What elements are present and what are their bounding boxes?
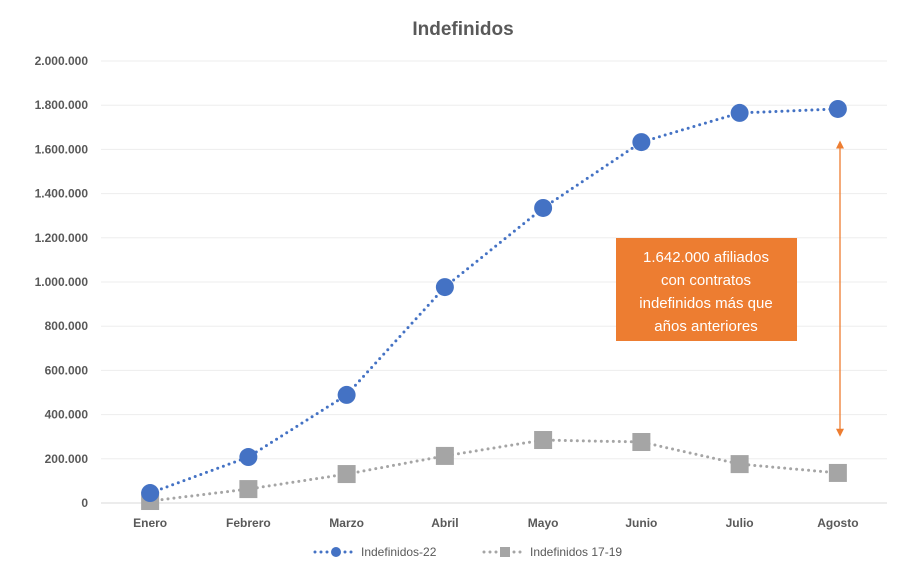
data-point: [435, 278, 454, 297]
y-tick-label: 2.000.000: [35, 54, 89, 68]
series-line-1: [148, 438, 840, 503]
series-line-0: [148, 107, 840, 495]
y-tick-label: 400.000: [45, 408, 89, 422]
data-point: [239, 480, 258, 499]
data-point: [730, 455, 749, 474]
legend-label: Indefinidos-22: [361, 545, 437, 559]
y-tick-label: 1.200.000: [35, 231, 89, 245]
y-tick-label: 1.600.000: [35, 142, 89, 156]
y-tick-label: 600.000: [45, 363, 89, 377]
y-tick-label: 0: [81, 496, 88, 510]
annotation-box: [616, 238, 797, 341]
x-tick-label: Julio: [726, 516, 754, 530]
x-tick-label: Mayo: [528, 516, 559, 530]
gridlines: [101, 60, 887, 504]
annotation-text: años anteriores: [654, 318, 757, 335]
series-group: [141, 99, 847, 511]
x-tick-label: Junio: [625, 516, 657, 530]
legend-marker: [500, 547, 510, 557]
annotation-text: indefinidos más que: [639, 295, 772, 312]
data-point: [828, 463, 847, 482]
chart-title: Indefinidos: [412, 19, 513, 40]
x-tick-label: Agosto: [817, 516, 858, 530]
data-point: [534, 198, 553, 217]
y-tick-label: 1.800.000: [35, 98, 89, 112]
data-point: [828, 99, 847, 118]
x-tick-label: Febrero: [226, 516, 271, 530]
x-axis: Enero Febrero Marzo Abril Mayo Junio Julio Agos…: [133, 516, 858, 530]
y-tick-label: 200.000: [45, 452, 89, 466]
legend-label: Indefinidos 17-19: [530, 545, 622, 559]
x-tick-label: Enero: [133, 516, 167, 530]
data-point: [337, 385, 356, 404]
annotation: 1.642.000 afiliados con contratos indefini…: [616, 140, 844, 437]
arrow-head-up-icon: [836, 140, 844, 149]
legend: Indefinidos-22 Indefinidos 17-19: [313, 545, 622, 559]
data-point: [534, 431, 553, 450]
annotation-text: 1.642.000 afiliados: [643, 249, 769, 266]
data-point: [632, 433, 651, 452]
x-tick-label: Abril: [431, 516, 458, 530]
y-tick-label: 800.000: [45, 319, 89, 333]
data-point: [435, 446, 454, 465]
arrow-head-down-icon: [836, 428, 844, 437]
data-point: [730, 103, 749, 122]
data-point: [141, 484, 160, 503]
data-point: [239, 448, 258, 467]
y-tick-label: 1.000.000: [35, 275, 89, 289]
legend-marker: [331, 547, 341, 557]
annotation-text: con contratos: [661, 272, 751, 289]
data-point: [337, 465, 356, 484]
y-tick-label: 1.400.000: [35, 187, 89, 201]
x-tick-label: Marzo: [329, 516, 364, 530]
data-point: [632, 133, 651, 152]
y-axis: 0 200.000 400.000 600.000 800.000 1.000.000 1.…: [35, 54, 89, 510]
